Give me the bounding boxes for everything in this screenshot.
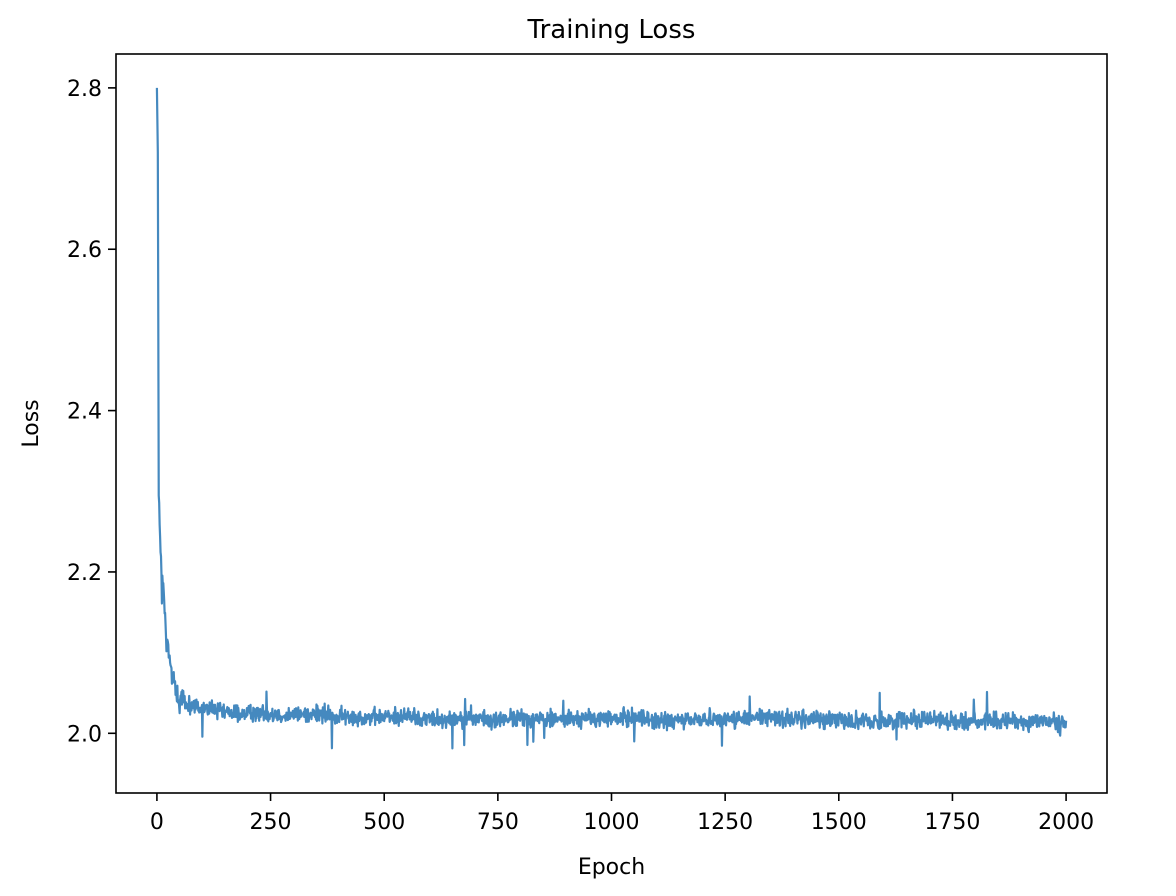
- x-tick-label: 0: [150, 810, 164, 835]
- plot-area: [155, 87, 1068, 750]
- y-tick-label: 2.6: [67, 238, 102, 263]
- x-axis-label: Epoch: [578, 855, 645, 880]
- x-tick-label: 250: [250, 810, 292, 835]
- y-tick-label: 2.4: [67, 400, 102, 425]
- x-tick-label: 1500: [811, 810, 867, 835]
- y-axis-label: Loss: [19, 399, 44, 447]
- x-tick-label: 500: [363, 810, 405, 835]
- y-tick-label: 2.2: [67, 561, 102, 586]
- x-tick-label: 1000: [584, 810, 640, 835]
- x-tick-label: 750: [477, 810, 519, 835]
- x-axis-ticks: 0 250 500 750 1000 1250 1500 1750 2000: [150, 793, 1094, 835]
- loss-series-line: [155, 87, 1068, 750]
- y-axis-ticks: 2.0 2.2 2.4 2.6 2.8: [67, 77, 116, 747]
- x-tick-label: 2000: [1038, 810, 1094, 835]
- x-tick-label: 1250: [697, 810, 753, 835]
- plot-frame: [115, 53, 1108, 794]
- chart-title: Training Loss: [527, 15, 696, 45]
- x-tick-label: 1750: [924, 810, 980, 835]
- y-tick-label: 2.8: [67, 77, 102, 102]
- y-tick-label: 2.0: [67, 722, 102, 747]
